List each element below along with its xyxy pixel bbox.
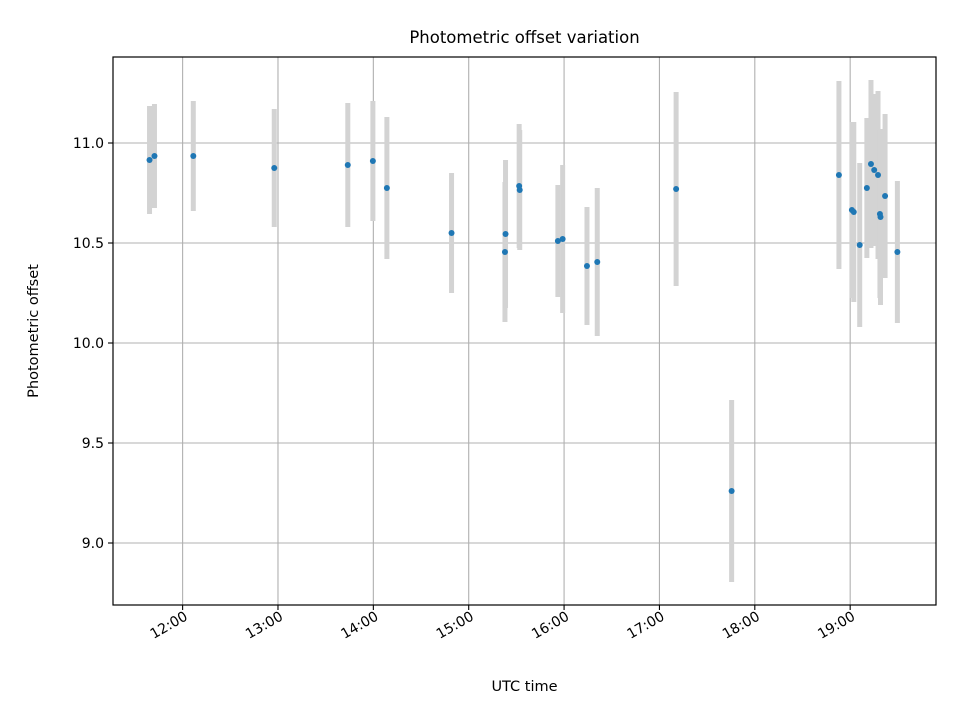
data-point (882, 193, 889, 199)
data-point (502, 231, 509, 237)
data-point (871, 167, 878, 173)
y-axis-ticks: 9.0 9.5 10.0 10.5 11.0 (73, 136, 113, 552)
y-axis-label: Photometric offset (26, 264, 42, 398)
data-point (369, 158, 376, 164)
data-point (673, 186, 680, 192)
data-markers (146, 153, 901, 494)
data-point (516, 187, 523, 193)
data-point (146, 157, 153, 163)
data-point (850, 209, 857, 215)
y-tick-label: 11.0 (73, 136, 104, 152)
data-point (383, 185, 390, 191)
data-point (863, 185, 870, 191)
data-point (554, 238, 561, 244)
data-point (875, 172, 882, 178)
data-point (344, 162, 351, 168)
data-point (867, 161, 874, 167)
data-point (448, 230, 455, 236)
data-point (594, 259, 601, 265)
x-axis-label: UTC time (491, 679, 557, 695)
data-point (728, 488, 735, 494)
data-point (894, 249, 901, 255)
plot-frame (112, 56, 937, 606)
data-point (559, 236, 566, 242)
data-point (151, 153, 158, 159)
chart-title: Photometric offset variation (409, 28, 639, 47)
data-point (835, 172, 842, 178)
y-tick-label: 10.5 (73, 236, 104, 252)
data-point (190, 153, 197, 159)
y-tick-label: 9.0 (82, 536, 104, 552)
data-point (501, 249, 508, 255)
plot-area (113, 57, 936, 605)
data-point (583, 263, 590, 269)
y-tick-label: 10.0 (73, 336, 104, 352)
y-tick-label: 9.5 (82, 436, 104, 452)
data-point (877, 214, 884, 220)
data-point (271, 165, 278, 171)
data-point (856, 242, 863, 248)
